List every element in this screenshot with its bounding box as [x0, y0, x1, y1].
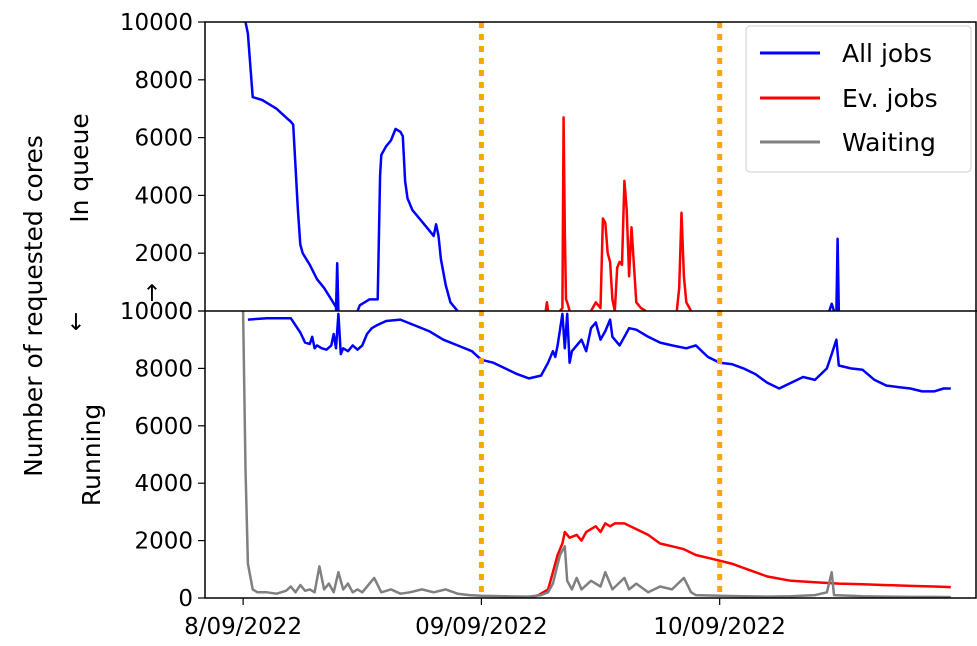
panel0-y-tick-label: 6000 [134, 126, 193, 152]
panel0-y-tick-label: 8000 [134, 68, 193, 94]
top-panel-label: In queue [65, 113, 94, 223]
panel1-y-tick-label: 8000 [134, 356, 193, 382]
panel1-y-tick-label: 10000 [120, 299, 193, 325]
panel1-series-all-jobs-line [247, 312, 951, 393]
x-tick-label: 10/09/2022 [653, 614, 786, 640]
panel1-y-tick-label: 2000 [134, 529, 193, 555]
panel0-series-ev-jobs-segment-2 [589, 179, 647, 311]
panel0-y-tick-label: 2000 [134, 241, 193, 267]
legend-entry-all-jobs: All jobs [842, 39, 932, 68]
x-tick-label: 09/09/2022 [415, 614, 548, 640]
x-tick-label: 8/09/2022 [184, 614, 302, 640]
panel1-y-tick-label: 6000 [134, 414, 193, 440]
panel0-series-all-jobs-segment-0 [244, 21, 340, 311]
panel1-series-ev-jobs-line [528, 522, 951, 598]
legend-entry-ev-jobs: Ev. jobs [842, 84, 938, 113]
panel0-series-all-jobs-segment-1 [334, 262, 340, 311]
bottom-panel-label: Running [77, 404, 106, 506]
panel0-series-all-jobs-segment-3 [828, 302, 836, 311]
y-axis-label: Number of requested cores [19, 135, 48, 477]
panel0-y-tick-label: 10000 [120, 10, 193, 36]
panel0-series-all-jobs-segment-2 [356, 127, 459, 311]
bottom-panel-arrow: ↓ [66, 310, 85, 336]
panel1-y-tick-label: 0 [178, 586, 193, 612]
panel1-y-tick-label: 4000 [134, 471, 193, 497]
panel0-series-ev-jobs-segment-0 [544, 301, 550, 311]
panel0-series-ev-jobs-segment-1 [559, 116, 571, 311]
legend-entry-waiting: Waiting [842, 128, 936, 157]
panel0-y-tick-label: 0 [178, 299, 193, 325]
panel0-series-all-jobs-segment-4 [835, 237, 841, 311]
top-panel-arrow: ↑ [142, 281, 161, 307]
panel1-series-waiting-line [241, 310, 951, 598]
panel0-series-ev-jobs-segment-3 [675, 211, 693, 311]
legend: All jobs Ev. jobs Waiting [745, 25, 972, 173]
legend-box [745, 25, 972, 173]
panel0-y-tick-label: 4000 [134, 183, 193, 209]
plot-area: 1000080006000400020000100008000600040002… [120, 10, 977, 640]
plot-frame [204, 21, 977, 599]
